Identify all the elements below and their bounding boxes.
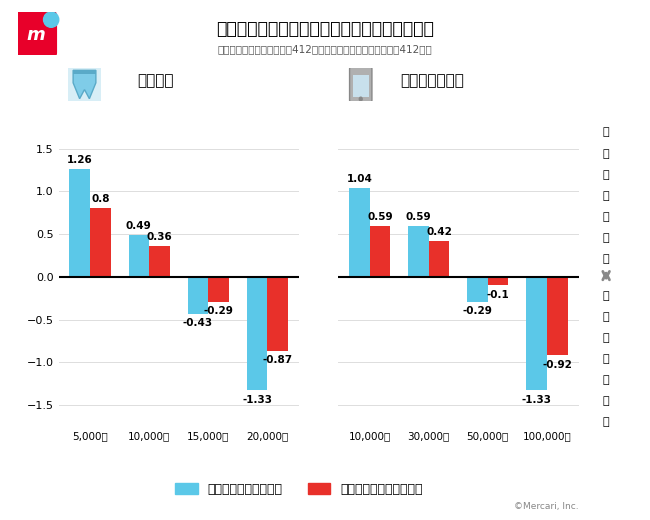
Text: 1.04: 1.04 — [346, 174, 372, 184]
Text: -0.43: -0.43 — [183, 318, 213, 328]
Text: れ: れ — [603, 354, 610, 364]
Text: -0.1: -0.1 — [487, 290, 510, 300]
Text: ジーンズ: ジーンズ — [138, 73, 174, 88]
Text: 新品購入時、販売価格が購買意思に与える影響: 新品購入時、販売価格が購買意思に与える影響 — [216, 20, 434, 37]
Bar — [353, 75, 369, 97]
Polygon shape — [73, 70, 96, 99]
Text: 0.42: 0.42 — [426, 227, 452, 237]
Bar — [467, 277, 488, 302]
Text: -1.33: -1.33 — [521, 395, 552, 405]
Text: -1.33: -1.33 — [242, 395, 272, 405]
Text: -0.87: -0.87 — [263, 356, 292, 366]
Text: ©Mercari, Inc.: ©Mercari, Inc. — [514, 502, 578, 511]
Text: 0.59: 0.59 — [367, 212, 393, 222]
Bar — [90, 209, 110, 277]
Circle shape — [44, 12, 58, 28]
Text: さ: さ — [603, 333, 610, 343]
Text: 0.49: 0.49 — [126, 220, 151, 231]
Bar — [150, 246, 170, 277]
Bar — [188, 277, 208, 314]
Text: い: い — [603, 254, 610, 264]
Legend: フリマアプリ非利用者, フリマアプリ出品経験者: フリマアプリ非利用者, フリマアプリ出品経験者 — [170, 478, 428, 501]
Bar — [267, 277, 288, 351]
Bar — [70, 169, 90, 277]
Text: 入: 入 — [603, 149, 610, 159]
Bar — [247, 277, 267, 391]
FancyBboxPatch shape — [66, 66, 103, 103]
Text: m: m — [26, 27, 45, 44]
Text: 購: 購 — [603, 127, 610, 137]
Text: く: く — [603, 396, 610, 406]
Text: 0.59: 0.59 — [406, 212, 431, 222]
Bar — [370, 226, 390, 277]
Bar — [547, 277, 567, 356]
FancyBboxPatch shape — [350, 67, 372, 102]
Bar — [488, 277, 508, 285]
Text: タブレット端末: タブレット端末 — [400, 73, 464, 88]
FancyBboxPatch shape — [14, 10, 57, 59]
Text: 1.26: 1.26 — [67, 155, 93, 165]
Bar — [429, 241, 449, 277]
Text: に: に — [603, 375, 610, 385]
Text: れ: れ — [603, 191, 610, 201]
Text: す: す — [603, 233, 610, 243]
Text: 0.8: 0.8 — [91, 194, 110, 204]
Text: 購: 購 — [603, 291, 610, 301]
Text: 0.36: 0.36 — [147, 232, 172, 242]
Circle shape — [359, 97, 362, 101]
Text: -0.29: -0.29 — [203, 306, 233, 316]
Bar — [526, 277, 547, 391]
Bar — [408, 226, 429, 277]
Bar — [129, 235, 150, 277]
Text: い: い — [603, 417, 610, 427]
Bar — [208, 277, 229, 302]
Bar — [349, 188, 370, 277]
Text: や: や — [603, 212, 610, 222]
Bar — [73, 70, 96, 74]
Text: -0.92: -0.92 — [542, 360, 572, 370]
Text: -0.29: -0.29 — [463, 306, 493, 316]
Text: （フリマアプリ非利用者＝412人、フリマアプリ出品経験者＝412人）: （フリマアプリ非利用者＝412人、フリマアプリ出品経験者＝412人） — [218, 44, 432, 55]
Text: 入: 入 — [603, 311, 610, 322]
Text: さ: さ — [603, 170, 610, 179]
